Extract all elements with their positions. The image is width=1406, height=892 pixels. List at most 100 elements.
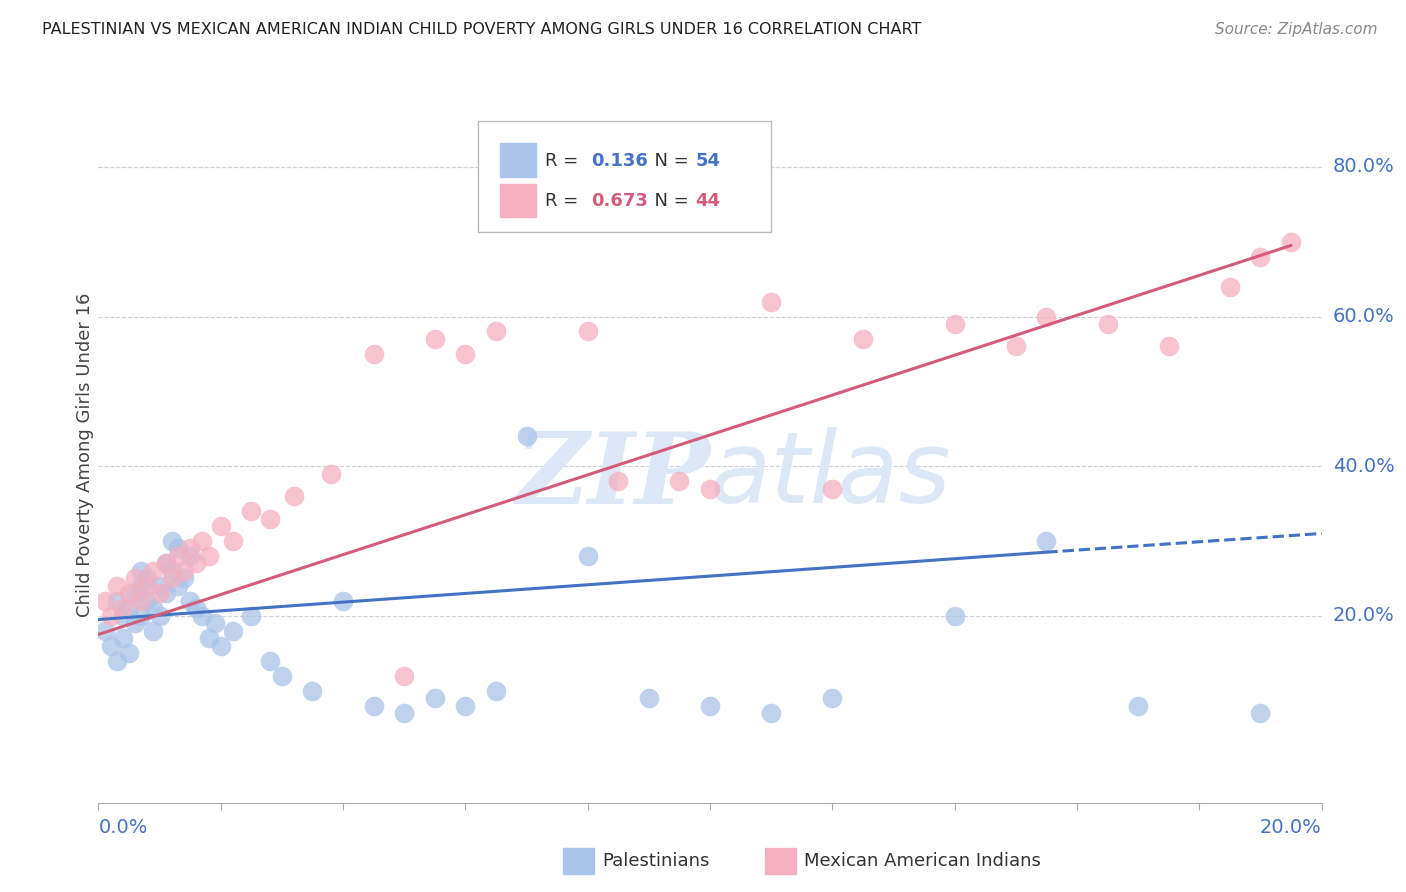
Text: ZIP: ZIP [515,427,710,524]
Point [160,533,183,548]
Point [136,594,159,608]
Point [167,549,190,563]
Text: 0.136: 0.136 [592,152,648,169]
Point [111,601,134,615]
Point [1249,250,1271,264]
Point [186,601,208,615]
Point [129,564,152,578]
Bar [499,184,536,217]
Point [209,519,232,533]
Point [155,557,177,571]
Point [1097,317,1119,331]
Point [118,646,141,660]
Bar [499,144,536,177]
Text: PALESTINIAN VS MEXICAN AMERICAN INDIAN CHILD POVERTY AMONG GIRLS UNDER 16 CORREL: PALESTINIAN VS MEXICAN AMERICAN INDIAN C… [42,22,921,37]
Text: 0.673: 0.673 [592,192,648,210]
Text: R =: R = [546,152,583,169]
Point [100,639,122,653]
Point [943,608,966,623]
Point [301,683,323,698]
Point [129,579,152,593]
Text: 0.0%: 0.0% [98,818,148,837]
Point [105,594,128,608]
Point [222,624,245,638]
Point [149,608,172,623]
Point [204,616,226,631]
Point [1035,310,1057,324]
Text: Palestinians: Palestinians [602,852,710,870]
Text: N =: N = [643,152,695,169]
Point [283,489,305,503]
Point [155,586,177,600]
Text: 20.0%: 20.0% [1260,818,1322,837]
Text: 20.0%: 20.0% [1333,607,1395,625]
Point [576,549,599,563]
Point [576,325,599,339]
Point [485,325,508,339]
Point [160,571,183,585]
Point [1249,706,1271,720]
Y-axis label: Child Poverty Among Girls Under 16: Child Poverty Among Girls Under 16 [76,293,94,617]
Point [149,586,172,600]
Point [423,691,446,706]
Point [516,429,538,443]
Point [259,654,281,668]
Point [136,579,159,593]
Point [821,691,844,706]
Point [222,533,245,548]
Point [197,631,219,645]
Point [173,564,195,578]
Point [454,698,477,713]
Point [124,586,146,600]
Bar [765,848,796,874]
Point [93,624,115,638]
Point [319,467,342,481]
Point [607,474,630,488]
Point [699,698,721,713]
Point [637,691,661,706]
Point [240,608,263,623]
Point [160,564,183,578]
Text: R =: R = [546,192,583,210]
Point [668,474,690,488]
Point [392,706,416,720]
Point [179,594,201,608]
Point [100,608,122,623]
Bar [564,848,593,874]
Point [363,347,385,361]
Point [105,579,128,593]
Text: Source: ZipAtlas.com: Source: ZipAtlas.com [1215,22,1378,37]
Point [179,549,201,563]
Point [105,654,128,668]
Point [142,564,165,578]
Point [186,557,208,571]
Point [259,511,281,525]
Point [423,332,446,346]
Point [111,608,134,623]
Point [191,608,214,623]
Point [852,332,875,346]
Point [270,668,292,682]
Point [332,594,354,608]
FancyBboxPatch shape [478,121,772,232]
Point [111,631,134,645]
Text: 54: 54 [696,152,720,169]
Point [167,579,190,593]
Text: 60.0%: 60.0% [1333,307,1395,326]
Point [240,504,263,518]
Point [699,482,721,496]
Point [1219,279,1241,293]
Point [197,549,219,563]
Point [136,571,159,585]
Point [1035,533,1057,548]
Point [1157,339,1180,353]
Point [142,624,165,638]
Point [191,533,214,548]
Point [142,601,165,615]
Point [485,683,508,698]
Point [124,571,146,585]
Point [1279,235,1302,249]
Point [821,482,844,496]
Point [129,608,152,623]
Point [209,639,232,653]
